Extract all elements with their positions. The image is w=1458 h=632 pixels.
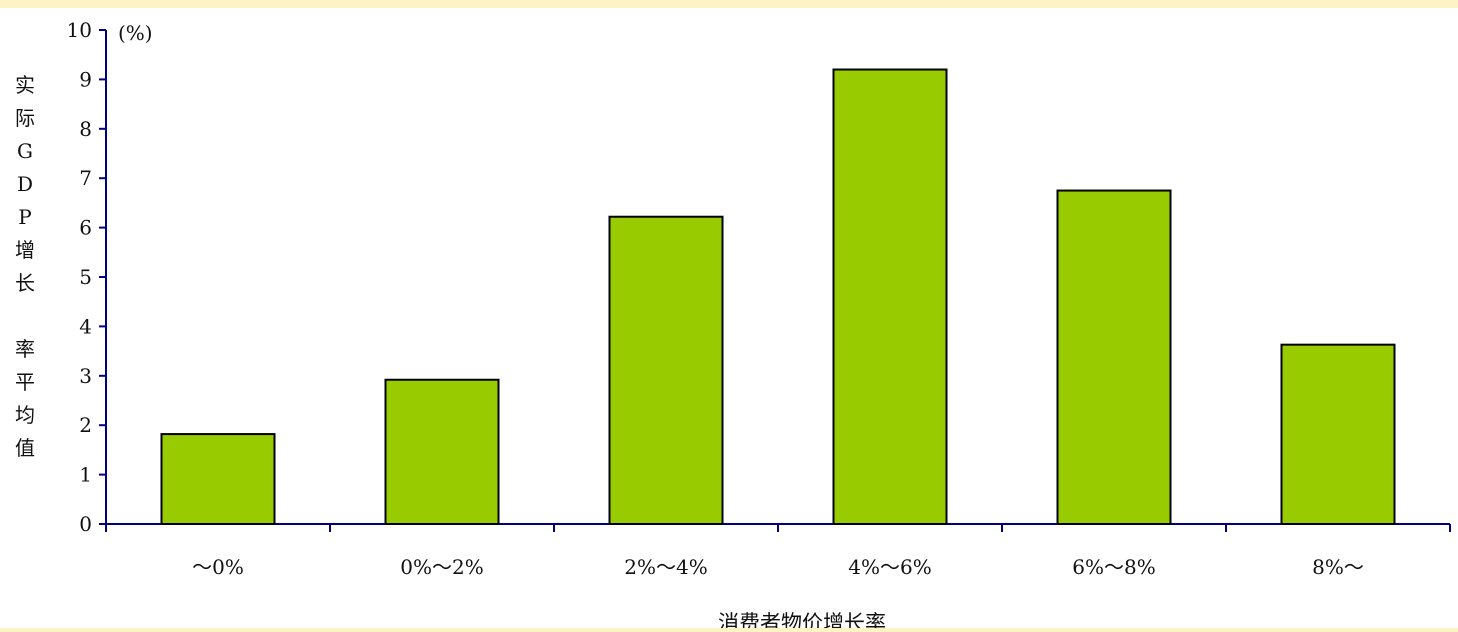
- bar: [1280, 343, 1396, 526]
- y-tick-label: 10: [67, 18, 92, 42]
- y-tick-label: 3: [79, 364, 92, 388]
- bar: [608, 215, 724, 525]
- x-tick-label: 6%～8%: [1072, 555, 1155, 579]
- y-axis-unit-label: (%): [118, 21, 153, 45]
- x-tick-label: 0%～2%: [400, 555, 483, 579]
- bar: [384, 378, 500, 526]
- x-tick-label: 8%～: [1312, 555, 1364, 579]
- x-tick-label: ～0%: [192, 555, 244, 579]
- y-tick-label: 5: [79, 265, 92, 289]
- bars: [160, 68, 1396, 526]
- y-tick-label: 0: [79, 512, 92, 536]
- y-tick-label: 9: [79, 67, 92, 91]
- x-tick-label: 4%～6%: [848, 555, 931, 579]
- chart-area: (%) 实际 G D P 增长率平均值 消费者物价增长率 0 1 2 3 4 5 6 7 8 9 10 ～0%…: [0, 8, 1458, 632]
- y-tick-label: 8: [79, 117, 92, 141]
- y-axis-title: 实际 G D P 增长率平均值: [15, 73, 35, 460]
- y-tick-label: 6: [79, 216, 92, 240]
- y-tick-label: 1: [79, 463, 92, 487]
- y-tick-label: 4: [79, 314, 92, 338]
- y-tick-label: 7: [79, 166, 92, 190]
- bar: [1056, 189, 1172, 526]
- x-tick-label: 2%～4%: [624, 555, 707, 579]
- bar-chart: (%) 实际 G D P 增长率平均值 消费者物价增长率 0 1 2 3 4 5 6 7 8 9 10 ～0%…: [15, 18, 1451, 632]
- axes: [99, 29, 1451, 532]
- y-tick-label: 2: [79, 413, 92, 437]
- bar: [160, 433, 276, 526]
- x-axis-title: 消费者物价增长率: [718, 611, 886, 628]
- labels: (%) 实际 G D P 增长率平均值 消费者物价增长率 0 1 2 3 4 5 6 7 8 9 10 ～0%…: [15, 18, 1364, 632]
- bar: [832, 68, 948, 526]
